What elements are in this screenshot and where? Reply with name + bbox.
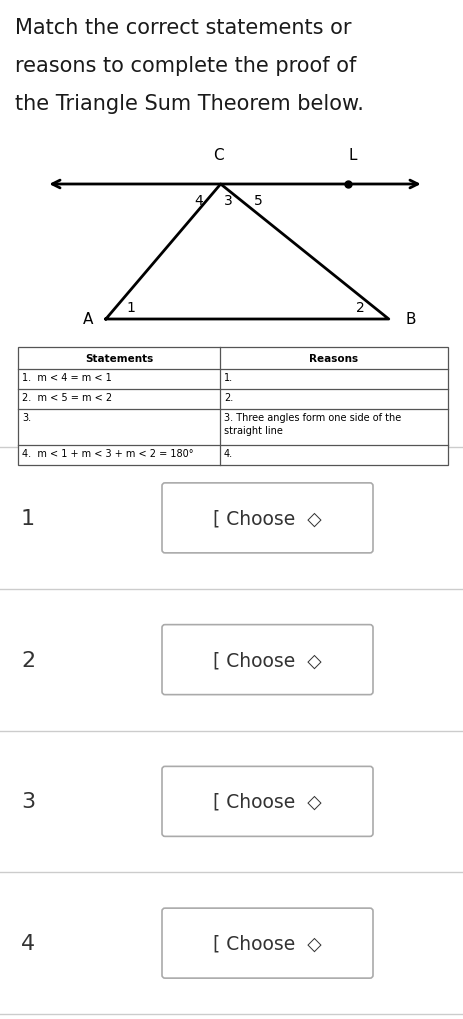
Text: 2.: 2. (224, 392, 233, 403)
Text: 2: 2 (357, 301, 365, 315)
Text: Match the correct statements or: Match the correct statements or (15, 18, 351, 38)
Text: 1.  m < 4 = m < 1: 1. m < 4 = m < 1 (22, 373, 112, 382)
Text: straight line: straight line (224, 426, 283, 435)
Text: C: C (213, 148, 224, 163)
Text: 2.  m < 5 = m < 2: 2. m < 5 = m < 2 (22, 392, 112, 403)
Text: reasons to complete the proof of: reasons to complete the proof of (15, 56, 357, 76)
FancyBboxPatch shape (162, 483, 373, 553)
FancyBboxPatch shape (162, 908, 373, 978)
Text: L: L (349, 148, 357, 163)
Text: Reasons: Reasons (309, 354, 358, 364)
FancyBboxPatch shape (162, 625, 373, 695)
Text: 1: 1 (21, 508, 35, 529)
Text: Statements: Statements (85, 354, 153, 364)
Text: 1.: 1. (224, 373, 233, 382)
Text: [ Choose  ◇: [ Choose ◇ (213, 792, 322, 811)
Text: 4.  m < 1 + m < 3 + m < 2 = 180°: 4. m < 1 + m < 3 + m < 2 = 180° (22, 448, 194, 459)
Text: the Triangle Sum Theorem below.: the Triangle Sum Theorem below. (15, 94, 364, 114)
Text: 3. Three angles form one side of the: 3. Three angles form one side of the (224, 413, 401, 423)
Bar (18, 347, 448, 466)
Text: 3.: 3. (22, 413, 31, 423)
FancyBboxPatch shape (162, 766, 373, 837)
Text: 4: 4 (194, 194, 203, 208)
Text: B: B (406, 312, 416, 327)
Text: 3: 3 (224, 194, 233, 208)
Text: [ Choose  ◇: [ Choose ◇ (213, 508, 322, 528)
Text: 4: 4 (21, 933, 35, 953)
Text: [ Choose  ◇: [ Choose ◇ (213, 650, 322, 669)
Text: 2: 2 (21, 650, 35, 669)
Text: A: A (83, 312, 93, 327)
Text: 5: 5 (254, 194, 263, 208)
Text: 3: 3 (21, 792, 35, 811)
Text: [ Choose  ◇: [ Choose ◇ (213, 933, 322, 953)
Text: 1: 1 (126, 301, 135, 315)
Text: 4.: 4. (224, 448, 233, 459)
